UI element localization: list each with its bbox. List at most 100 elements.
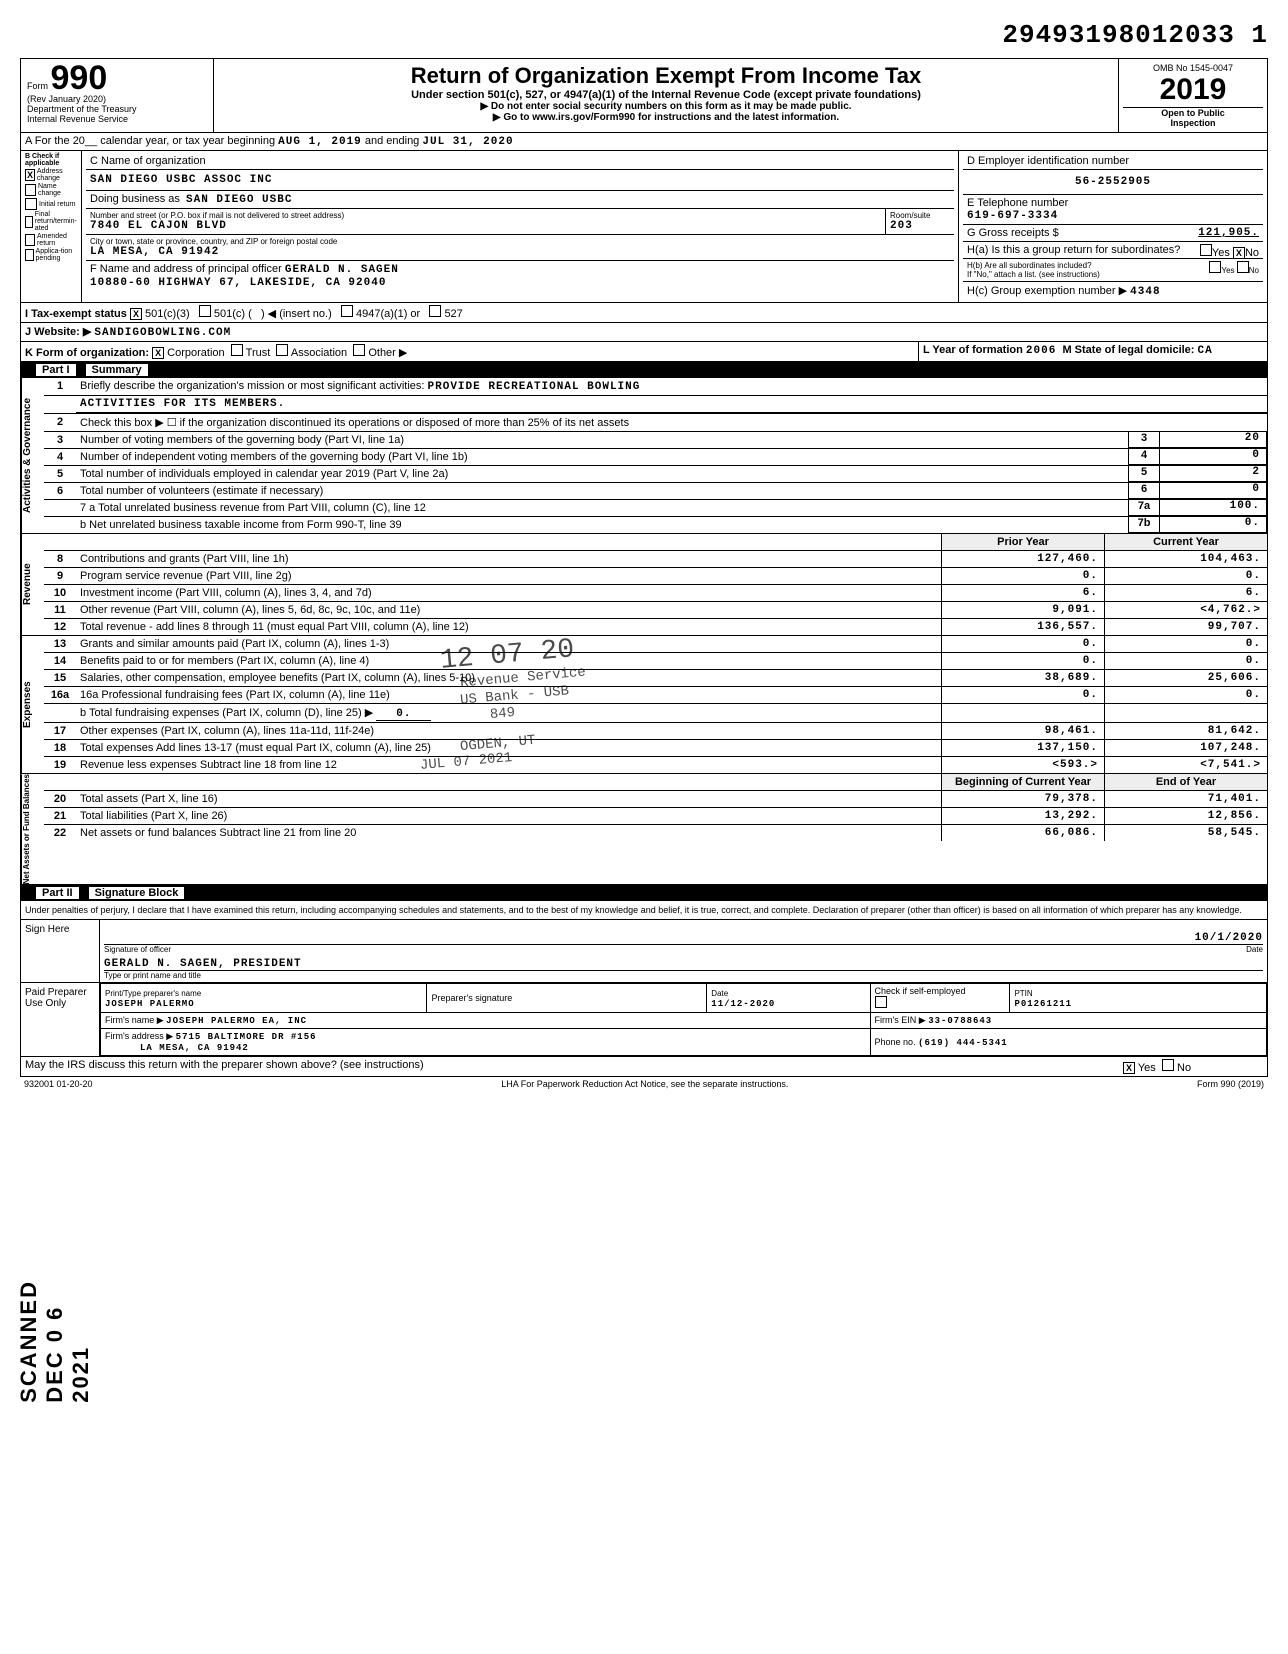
city-label: City or town, state or province, country…: [90, 237, 950, 246]
addr2: LA MESA, CA 91942: [140, 1043, 249, 1053]
cb-501c[interactable]: [199, 305, 211, 317]
hc-val: 4348: [1130, 286, 1160, 298]
l7b: b Net unrelated business taxable income …: [76, 517, 1128, 533]
perjury-statement: Under penalties of perjury, I declare th…: [20, 901, 1268, 920]
cb-name-label: Name change: [38, 183, 77, 197]
fy-begin: AUG 1, 2019: [278, 136, 362, 148]
addr-l: Firm's address ▶: [105, 1031, 173, 1041]
insert-no: ) ◀ (insert no.): [261, 308, 332, 320]
open-public: Open to Public: [1123, 107, 1263, 118]
cb-amended[interactable]: [25, 234, 35, 246]
dba-label: Doing business as: [90, 193, 180, 205]
cb-initial[interactable]: [25, 198, 37, 210]
l1-label: Briefly describe the organization's miss…: [80, 380, 424, 392]
cb-name[interactable]: [25, 184, 36, 196]
cb-initial-label: Initial return: [39, 201, 76, 208]
ein-l: Firm's EIN ▶: [875, 1015, 926, 1025]
domicile: CA: [1198, 345, 1213, 357]
cb-address[interactable]: X: [25, 169, 35, 181]
cb-final[interactable]: [25, 216, 33, 228]
ha-yes[interactable]: [1200, 244, 1212, 256]
cb-4947[interactable]: [341, 305, 353, 317]
table-row: 12Total revenue - add lines 8 through 11…: [44, 619, 1267, 635]
inspection: Inspection: [1123, 118, 1263, 128]
sig-of-label: Signature of officer: [104, 945, 171, 954]
table-row: b Total fundraising expenses (Part IX, c…: [44, 704, 1267, 723]
hc-label: H(c) Group exemption number ▶: [967, 285, 1127, 297]
date-label: Date: [1246, 945, 1263, 954]
discuss-yes-l: Yes: [1138, 1062, 1156, 1074]
psig-l: Preparer's signature: [427, 984, 707, 1013]
ein: 56-2552905: [963, 170, 1263, 195]
city: LA MESA, CA 91942: [90, 246, 950, 258]
hb-no[interactable]: [1237, 261, 1249, 273]
pname-l: Print/Type preparer's name: [105, 989, 201, 998]
officer-name: GERALD N. SAGEN: [285, 264, 399, 276]
e-label: E Telephone number: [967, 197, 1068, 209]
assoc-label: Association: [291, 347, 347, 359]
cb-trust[interactable]: [231, 344, 243, 356]
cb-other[interactable]: [353, 344, 365, 356]
ha-label: H(a) Is this a group return for subordin…: [967, 244, 1180, 256]
officer-sig-name: GERALD N. SAGEN, PRESIDENT: [104, 954, 1263, 971]
street: 7840 EL CAJON BLVD: [90, 220, 881, 232]
table-row: 22Net assets or fund balances Subtract l…: [44, 825, 1267, 841]
firm: JOSEPH PALERMO EA, INC: [166, 1016, 307, 1026]
table-row: 13Grants and similar amounts paid (Part …: [44, 636, 1267, 653]
room: 203: [890, 220, 950, 232]
ptin-l: PTIN: [1014, 989, 1032, 998]
4947-label: 4947(a)(1) or: [356, 308, 420, 320]
table-row: 14Benefits paid to or for members (Part …: [44, 653, 1267, 670]
trust-label: Trust: [246, 347, 271, 359]
c-label: C Name of organization: [90, 155, 206, 167]
website: SANDIGOBOWLING.COM: [94, 327, 231, 339]
form-word: Form: [27, 81, 48, 91]
f-label: F Name and address of principal officer: [90, 263, 282, 275]
discuss-q: May the IRS discuss this return with the…: [21, 1057, 1119, 1076]
part1-sub: Summary: [86, 364, 148, 376]
cb-corp[interactable]: X: [152, 347, 164, 359]
cb-527[interactable]: [429, 305, 441, 317]
l3: Number of voting members of the governin…: [76, 432, 1128, 448]
table-row: 21Total liabilities (Part X, line 26) 13…: [44, 808, 1267, 825]
l5v: 2: [1160, 466, 1267, 482]
g-label: G Gross receipts $: [967, 227, 1059, 239]
discuss-no[interactable]: [1162, 1059, 1174, 1071]
l6v: 0: [1160, 483, 1267, 499]
cb-app-pending[interactable]: [25, 249, 34, 261]
ssn-warning: ▶ Do not enter social security numbers o…: [218, 101, 1114, 112]
cb-501c3[interactable]: X: [130, 308, 142, 320]
pphone-l: Phone no.: [875, 1037, 916, 1047]
part2-title: Part II: [36, 887, 79, 899]
gross-receipts: 121,905.: [1198, 227, 1259, 239]
part1-bar: Part I Summary: [20, 362, 1268, 378]
m-label: M State of legal domicile:: [1062, 344, 1194, 356]
form-subtitle: Under section 501(c), 527, or 4947(a)(1)…: [218, 89, 1114, 101]
ha-no[interactable]: X: [1233, 247, 1245, 259]
hb-yes[interactable]: [1209, 261, 1221, 273]
table-row: 15Salaries, other compensation, employee…: [44, 670, 1267, 687]
l7a: 7 a Total unrelated business revenue fro…: [76, 500, 1128, 516]
tax-year: 2019: [1123, 73, 1263, 107]
firm-l: Firm's name ▶: [105, 1015, 164, 1025]
k-label: K Form of organization:: [25, 347, 149, 359]
cb-address-label: Address change: [37, 168, 77, 182]
l5: Total number of individuals employed in …: [76, 466, 1128, 482]
addr1: 5715 BALTIMORE DR #156: [176, 1032, 317, 1042]
room-label: Room/suite: [890, 211, 950, 220]
instructions-link: ▶ Go to www.irs.gov/Form990 for instruct…: [218, 112, 1114, 123]
hb-label: H(b) Are all subordinates included?: [967, 261, 1092, 270]
hb-no-l: No: [1249, 266, 1259, 275]
j-label: J Website: ▶: [25, 326, 91, 338]
cb-assoc[interactable]: [276, 344, 288, 356]
501c-label: 501(c) (: [214, 308, 252, 320]
cb-self-emp[interactable]: [875, 996, 887, 1008]
b-header: B Check if applicable: [25, 153, 77, 167]
footer-lha: LHA For Paperwork Reduction Act Notice, …: [501, 1079, 788, 1089]
part1-title: Part I: [36, 364, 76, 376]
hdr-end: End of Year: [1104, 774, 1267, 790]
ptin: P01261211: [1014, 999, 1072, 1009]
phone: 619-697-3334: [967, 210, 1058, 222]
table-row: 18Total expenses Add lines 13-17 (must e…: [44, 740, 1267, 757]
discuss-yes[interactable]: X: [1123, 1062, 1135, 1074]
